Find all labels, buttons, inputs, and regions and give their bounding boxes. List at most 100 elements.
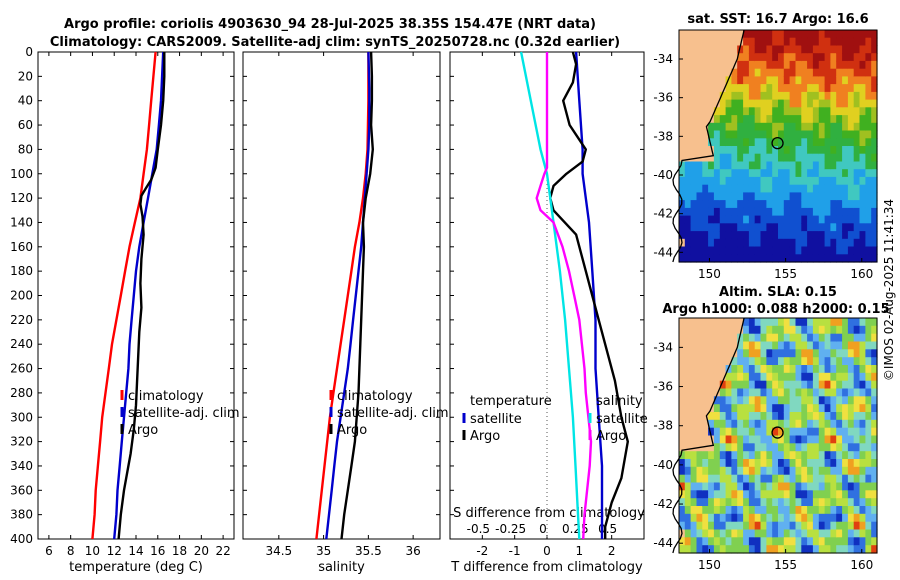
land-cell — [679, 146, 686, 155]
land-cell — [696, 380, 703, 390]
land-cell — [702, 60, 709, 70]
field-cell — [830, 372, 837, 382]
land-cell — [690, 325, 697, 335]
field-cell — [737, 169, 744, 178]
field-cell — [871, 215, 878, 224]
field-cell — [847, 115, 855, 124]
field-cell — [748, 76, 756, 85]
field-cell — [778, 84, 785, 93]
field-cell — [830, 45, 837, 54]
field-cell — [807, 419, 814, 429]
field-cell — [766, 419, 773, 429]
field-cell — [766, 466, 773, 476]
field-cell — [719, 246, 727, 255]
field-cell — [754, 318, 762, 327]
land-cell — [690, 419, 697, 429]
field-cell — [754, 451, 762, 460]
field-cell — [679, 482, 686, 491]
field-cell — [754, 130, 762, 139]
field-cell — [778, 107, 785, 116]
land-cell — [708, 443, 715, 452]
field-cell — [842, 138, 849, 147]
field-cell — [812, 169, 820, 178]
field-cell — [836, 404, 843, 413]
y-tick-label: 240 — [10, 337, 33, 351]
field-cell — [778, 545, 785, 554]
field-cell — [871, 200, 878, 209]
field-cell — [842, 357, 849, 366]
field-cell — [702, 482, 709, 491]
field-cell — [789, 37, 796, 46]
field-cell — [789, 231, 796, 240]
field-cell — [748, 115, 756, 124]
field-cell — [818, 200, 826, 209]
field-cell — [778, 349, 785, 358]
field-cell — [748, 200, 756, 209]
field-cell — [859, 153, 866, 162]
legend-salinity-title: salinity — [596, 394, 643, 409]
field-cell — [702, 529, 709, 538]
land-cell — [679, 153, 686, 162]
field-cell — [743, 161, 750, 170]
field-cell — [807, 443, 814, 452]
field-cell — [731, 207, 738, 217]
field-cell — [719, 99, 727, 108]
field-cell — [801, 318, 808, 327]
field-cell — [853, 115, 861, 124]
field-cell — [725, 176, 732, 186]
field-cell — [830, 404, 837, 413]
field-cell — [696, 161, 703, 170]
field-cell — [807, 404, 814, 413]
field-cell — [737, 333, 744, 343]
field-cell — [679, 474, 686, 484]
field-cell — [731, 443, 738, 452]
field-cell — [824, 231, 831, 240]
field-cell — [737, 545, 744, 554]
field-cell — [684, 192, 692, 201]
land-cell — [690, 68, 697, 77]
field-cell — [766, 254, 773, 263]
field-cell — [865, 443, 872, 452]
field-cell — [842, 45, 849, 54]
field-cell — [737, 115, 744, 124]
field-cell — [748, 372, 756, 382]
field-cell — [842, 506, 849, 515]
field-cell — [760, 130, 767, 139]
field-cell — [789, 521, 796, 531]
field-cell — [865, 498, 872, 507]
field-cell — [748, 192, 756, 201]
land-cell — [679, 45, 686, 54]
field-cell — [807, 482, 814, 491]
field-cell — [859, 99, 866, 108]
field-cell — [772, 529, 779, 538]
field-cell — [783, 474, 791, 484]
field-cell — [760, 490, 767, 499]
field-cell — [778, 91, 785, 101]
y-tick-label: -38 — [653, 129, 673, 143]
legend-label: satellite — [596, 412, 648, 427]
field-cell — [842, 318, 849, 327]
field-cell — [743, 45, 750, 54]
field-cell — [795, 513, 802, 523]
land-cell — [713, 60, 721, 70]
field-cell — [713, 192, 721, 201]
field-cell — [836, 349, 843, 358]
field-cell — [865, 30, 872, 39]
field-cell — [801, 238, 808, 248]
field-cell — [778, 76, 785, 85]
field-cell — [754, 91, 762, 101]
field-cell — [847, 231, 855, 240]
field-cell — [743, 76, 750, 85]
field-cell — [713, 130, 721, 139]
land-cell — [702, 388, 709, 397]
field-cell — [795, 115, 802, 124]
field-cell — [853, 91, 861, 101]
field-cell — [871, 318, 878, 327]
field-cell — [778, 30, 785, 39]
field-cell — [725, 115, 732, 124]
field-cell — [859, 138, 866, 147]
field-cell — [743, 138, 750, 147]
field-cell — [696, 537, 703, 546]
field-cell — [807, 215, 814, 224]
